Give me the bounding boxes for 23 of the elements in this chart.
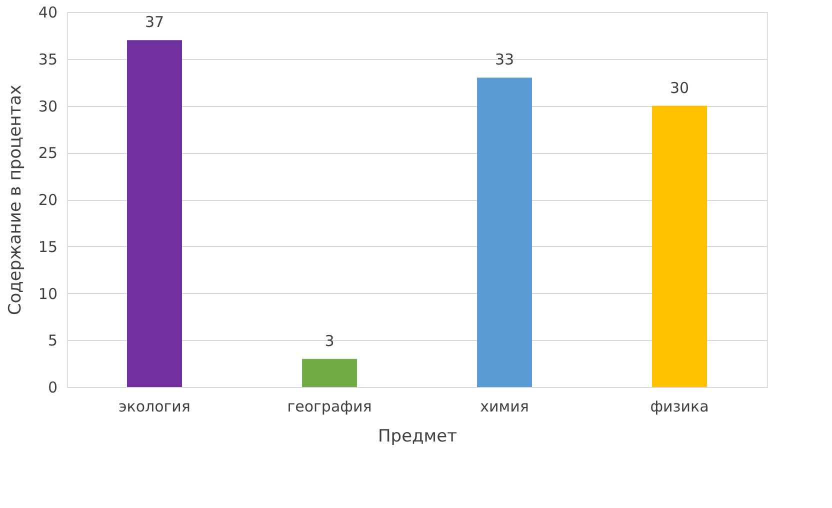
y-tick-label: 40 [38,4,58,22]
bar [652,106,707,387]
y-tick-label: 20 [38,191,58,209]
x-axis-title: Предмет [378,426,458,446]
y-axis-title: Содержание в процентах [5,84,26,316]
data-label: 30 [670,78,690,97]
y-tick-label: 15 [38,238,58,256]
bar [302,358,357,387]
x-tick-label: физика [650,398,709,416]
y-tick-label: 35 [38,50,58,68]
y-tick-label: 25 [38,144,58,162]
bar [127,40,182,387]
x-tick-label: химия [480,398,529,416]
y-tick-label: 10 [38,284,58,303]
bar [477,78,532,387]
data-label: 3 [324,332,334,350]
data-label: 33 [494,50,514,69]
x-tick-label: экология [118,398,190,416]
y-tick-label: 5 [48,332,58,350]
x-tick-label: география [287,398,372,416]
data-label: 37 [144,13,164,32]
y-tick-label: 0 [48,378,58,396]
y-tick-label: 30 [38,97,58,116]
